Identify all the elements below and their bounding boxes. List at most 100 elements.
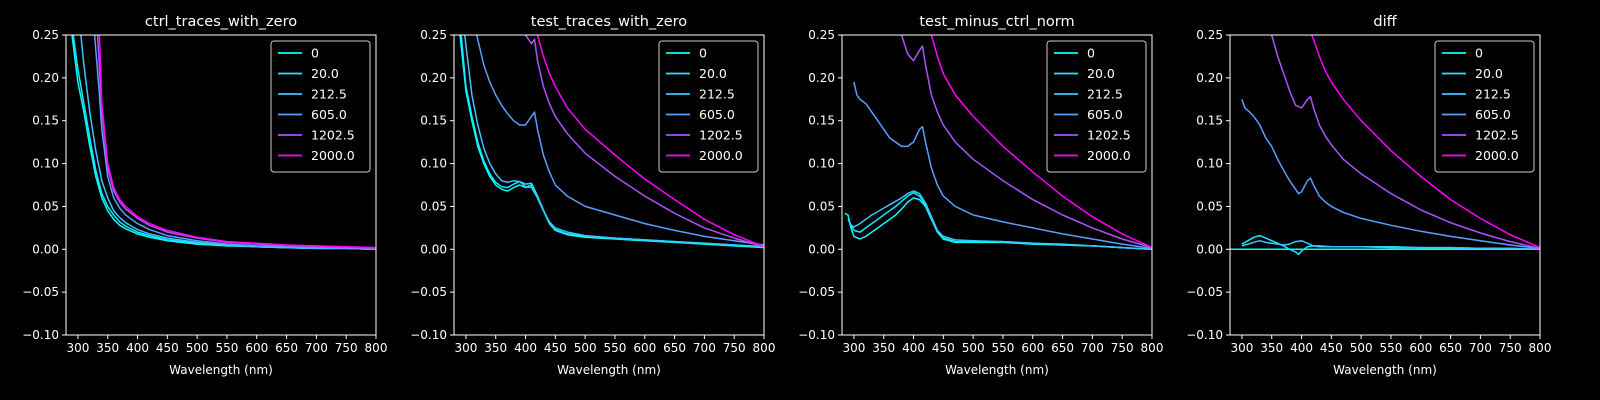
x-tick-label: 800 — [1141, 341, 1164, 355]
y-tick-label: 0.15 — [808, 114, 835, 128]
series-line-212-5 — [848, 190, 1152, 251]
x-tick-label: 350 — [484, 341, 507, 355]
x-tick-label: 600 — [633, 341, 656, 355]
x-tick-label: 300 — [454, 341, 477, 355]
x-tick-label: 500 — [186, 341, 209, 355]
y-tick-label: −0.05 — [22, 285, 59, 299]
y-tick-label: 0.05 — [1196, 199, 1223, 213]
y-tick-label: 0.00 — [1196, 242, 1223, 256]
chart-panel-ctrl-traces: ctrl_traces_with_zero Wavelength (nm) −0… — [22, 14, 387, 377]
y-tick-label: 0.20 — [420, 71, 447, 85]
x-tick-label: 700 — [1081, 341, 1104, 355]
plot-frame — [1229, 34, 1541, 336]
x-tick-label: 550 — [992, 341, 1015, 355]
x-tick-label: 800 — [365, 341, 388, 355]
y-tick-label: 0.05 — [420, 199, 447, 213]
legend-label: 212.5 — [699, 87, 735, 102]
series-line-1202-5 — [524, 35, 764, 248]
x-tick-label: 700 — [1469, 341, 1492, 355]
legend: 0 20.0 212.5 605.0 1202.5 2000.0 — [1046, 40, 1147, 173]
legend-label: 20.0 — [311, 66, 339, 81]
x-tick-label: 700 — [693, 341, 716, 355]
x-tick-label: 800 — [753, 341, 776, 355]
y-tick-label: −0.10 — [410, 328, 447, 342]
legend: 0 20.0 212.5 605.0 1202.5 2000.0 — [658, 40, 759, 173]
y-tick-label: −0.10 — [1186, 328, 1223, 342]
x-tick-label: 700 — [305, 341, 328, 355]
legend-label: 20.0 — [699, 66, 727, 81]
y-tick-label: −0.10 — [22, 328, 59, 342]
y-tick-label: 0.25 — [32, 28, 59, 42]
legend-label: 605.0 — [311, 107, 347, 122]
x-tick-label: 750 — [1111, 341, 1134, 355]
x-tick-label: 400 — [514, 341, 537, 355]
legend-label: 0 — [699, 46, 707, 61]
chart-title: ctrl_traces_with_zero — [145, 14, 297, 30]
legend: 0 20.0 212.5 605.0 1202.5 2000.0 — [1434, 40, 1535, 173]
chart-title: test_traces_with_zero — [531, 14, 688, 30]
x-axis-label: Wavelength (nm) — [945, 363, 1049, 377]
x-tick-label: 300 — [1230, 341, 1253, 355]
legend-label: 2000.0 — [1475, 148, 1519, 163]
plot-frame — [65, 34, 377, 336]
series-lines — [459, 35, 764, 249]
legend-label: 20.0 — [1087, 66, 1115, 81]
x-tick-label: 650 — [275, 341, 298, 355]
series-lines — [1230, 35, 1540, 256]
legend-label: 20.0 — [1475, 66, 1503, 81]
legend-label: 212.5 — [1087, 87, 1123, 102]
series-line-605-0 — [93, 35, 376, 251]
x-tick-label: 650 — [1051, 341, 1074, 355]
x-tick-label: 600 — [1021, 341, 1044, 355]
legend-label: 1202.5 — [311, 128, 355, 143]
y-tick-label: 0.15 — [420, 114, 447, 128]
series-line-2000-0 — [98, 35, 376, 249]
y-tick-label: 0.00 — [808, 242, 835, 256]
series-line-2000-0 — [1311, 35, 1540, 249]
y-tick-label: 0.00 — [420, 242, 447, 256]
x-tick-label: 750 — [335, 341, 358, 355]
series-line-212-5 — [463, 35, 764, 248]
x-tick-label: 600 — [245, 341, 268, 355]
y-tick-label: 0.20 — [1196, 71, 1223, 85]
legend-label: 1202.5 — [1475, 128, 1519, 143]
legend-label: 1202.5 — [1087, 128, 1131, 143]
y-tick-label: 0.15 — [32, 114, 59, 128]
x-tick-label: 350 — [96, 341, 119, 355]
y-tick-label: 0.20 — [808, 71, 835, 85]
legend-label: 212.5 — [1475, 87, 1511, 102]
x-tick-label: 650 — [663, 341, 686, 355]
y-tick-label: 0.10 — [1196, 157, 1223, 171]
y-tick-label: 0.05 — [808, 199, 835, 213]
series-line-605-0 — [1241, 99, 1540, 250]
series-line-0 — [844, 197, 1152, 251]
series-line-1202-5 — [900, 35, 1152, 249]
series-lines — [71, 35, 376, 251]
series-line-2000-0 — [930, 35, 1152, 249]
x-tick-label: 500 — [1350, 341, 1373, 355]
plot-frame — [453, 34, 765, 336]
y-tick-label: 0.25 — [808, 28, 835, 42]
series-line-212-5 — [1241, 239, 1540, 251]
y-tick-label: 0.25 — [1196, 28, 1223, 42]
y-tick-label: 0.25 — [420, 28, 447, 42]
x-tick-label: 600 — [1409, 341, 1432, 355]
y-tick-label: −0.05 — [410, 285, 447, 299]
x-axis-label: Wavelength (nm) — [557, 363, 661, 377]
legend-label: 0 — [311, 46, 319, 61]
y-tick-label: 0.10 — [808, 157, 835, 171]
x-tick-label: 300 — [842, 341, 865, 355]
x-tick-label: 550 — [216, 341, 239, 355]
legend-label: 2000.0 — [1087, 148, 1131, 163]
series-line-1202-5 — [96, 35, 376, 250]
y-tick-label: 0.05 — [32, 199, 59, 213]
y-tick-label: −0.05 — [798, 285, 835, 299]
legend-label: 0 — [1087, 46, 1095, 61]
x-tick-label: 500 — [574, 341, 597, 355]
y-tick-label: 0.10 — [420, 157, 447, 171]
x-tick-label: 550 — [1380, 341, 1403, 355]
y-tick-label: 0.00 — [32, 242, 59, 256]
legend: 0 20.0 212.5 605.0 1202.5 2000.0 — [270, 40, 371, 173]
legend-label: 2000.0 — [699, 148, 743, 163]
